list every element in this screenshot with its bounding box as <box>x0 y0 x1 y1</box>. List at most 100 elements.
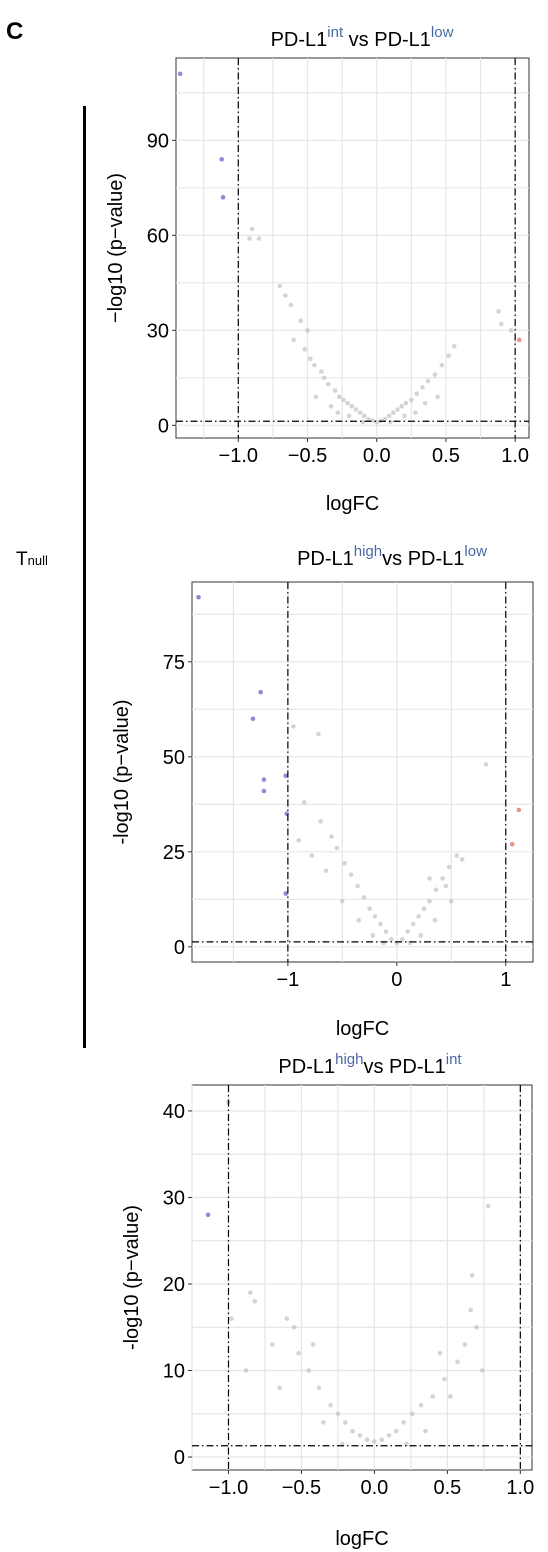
title-superscript: high <box>335 1051 363 1068</box>
data-point <box>291 1324 297 1330</box>
data-point <box>329 834 334 839</box>
data-point <box>395 407 400 412</box>
data-point <box>508 328 514 333</box>
data-point <box>382 416 388 422</box>
data-point <box>435 394 440 400</box>
data-point <box>367 906 372 912</box>
data-point <box>440 876 445 881</box>
data-point <box>256 236 262 241</box>
data-point <box>349 404 355 409</box>
data-point <box>313 394 319 400</box>
data-point <box>516 807 522 813</box>
y-axis-label: -log10 (p−value) <box>111 699 133 844</box>
data-point <box>451 343 457 349</box>
data-point <box>321 1420 326 1425</box>
y-tick-label: 60 <box>147 225 169 247</box>
data-point <box>348 872 354 877</box>
data-point <box>342 1420 348 1425</box>
data-point <box>284 1316 290 1321</box>
title-part: vs PD-L1 <box>363 1056 445 1078</box>
data-point <box>283 293 288 298</box>
data-point <box>364 1437 370 1443</box>
data-point <box>401 1420 406 1425</box>
data-point <box>298 318 303 324</box>
data-point <box>386 1433 392 1438</box>
data-point <box>496 309 501 314</box>
y-tick-label: 25 <box>163 842 185 864</box>
x-tick-label: 1.0 <box>506 1477 534 1499</box>
y-axis-label: -log10 (p−value) <box>121 1205 143 1350</box>
group-bracket-line <box>83 106 86 1048</box>
data-point <box>361 413 367 419</box>
data-point <box>296 838 302 843</box>
data-point <box>261 777 267 782</box>
panel-letter: C <box>6 18 24 45</box>
data-point <box>404 1441 409 1447</box>
group-label-main: T <box>16 549 28 570</box>
volcano-plot-high-vs-int: −1.0 −0.5 0.0 0.5 1.0 0 10 20 30 40 logFC -log10 (p… <box>121 1051 534 1550</box>
data-point <box>334 845 340 851</box>
x-tick-label: −0.5 <box>288 445 327 467</box>
data-point <box>337 394 342 400</box>
chart-title: PD-L1highvs PD-L1int <box>278 1051 462 1078</box>
data-point <box>301 800 307 805</box>
data-point <box>416 914 421 919</box>
data-point <box>454 853 460 858</box>
data-point <box>378 921 383 927</box>
x-tick-label: 0.5 <box>432 445 460 467</box>
data-point <box>430 1394 436 1399</box>
data-point <box>455 1359 460 1365</box>
data-point <box>379 1437 384 1443</box>
chart-title: PD-L1highvs PD-L1low <box>297 543 487 570</box>
title-superscript: int <box>327 24 344 41</box>
x-tick-label: 0 <box>391 969 402 991</box>
title-part: PD-L1 <box>271 29 328 51</box>
data-point <box>325 381 331 387</box>
x-axis-label: logFC <box>336 1018 389 1040</box>
x-tick-label: −0.5 <box>282 1477 321 1499</box>
data-point <box>409 397 414 403</box>
data-point <box>302 347 308 352</box>
data-point <box>288 302 294 308</box>
plot-panel <box>191 1084 533 1471</box>
data-point <box>269 1342 275 1347</box>
data-point <box>433 887 439 893</box>
data-point <box>252 1298 258 1304</box>
data-point <box>248 1290 253 1295</box>
data-point <box>316 731 321 737</box>
data-point <box>402 413 407 419</box>
data-point <box>283 891 288 896</box>
data-point <box>374 419 380 425</box>
data-point <box>372 914 378 919</box>
data-point <box>378 418 384 423</box>
group-label: Tnull <box>16 549 48 571</box>
title-superscript: low <box>464 543 487 560</box>
data-point <box>510 841 515 847</box>
y-tick-label: 75 <box>163 652 185 674</box>
data-point <box>318 819 323 824</box>
data-point <box>356 917 361 923</box>
data-point <box>332 388 338 393</box>
data-point <box>427 898 432 904</box>
data-point <box>316 1385 322 1391</box>
data-point <box>353 407 359 412</box>
data-point <box>312 362 317 368</box>
data-point <box>361 895 367 900</box>
data-point <box>386 413 392 419</box>
title-part: PD-L1 <box>278 1056 335 1078</box>
data-point <box>323 868 329 874</box>
data-point <box>432 917 438 923</box>
data-point <box>370 933 376 938</box>
data-point <box>340 898 345 904</box>
volcano-plot-int-vs-low: −1.0 −0.5 0.0 0.5 1.0 0 30 60 90 logFC −log10 (p−v… <box>105 24 530 515</box>
x-axis-label: logFC <box>326 493 379 515</box>
data-point <box>391 410 396 415</box>
data-point <box>335 410 341 415</box>
x-tick-label: 1 <box>500 969 511 991</box>
title-superscript: low <box>431 24 454 41</box>
y-tick-label: 30 <box>147 320 169 342</box>
data-point <box>422 400 428 406</box>
data-point <box>474 1324 479 1330</box>
y-tick-label: 0 <box>174 937 185 959</box>
data-point <box>439 362 445 368</box>
